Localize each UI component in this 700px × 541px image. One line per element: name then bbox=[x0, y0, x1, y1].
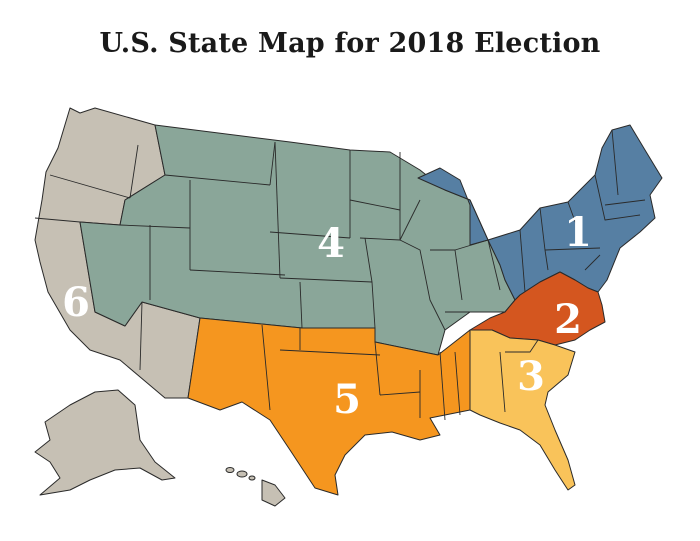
region-5-area[interactable] bbox=[187, 317, 471, 496]
region-1-area[interactable] bbox=[417, 124, 663, 301]
region-6-hawaii[interactable] bbox=[225, 467, 286, 507]
region-label-5: 5 bbox=[333, 376, 361, 423]
region-label-4: 4 bbox=[317, 220, 345, 267]
state-boundaries bbox=[34, 129, 646, 421]
region-label-6: 6 bbox=[62, 279, 90, 326]
region-label-2: 2 bbox=[554, 296, 582, 343]
region-6-alaska[interactable] bbox=[34, 389, 176, 496]
map-title: U.S. State Map for 2018 Election bbox=[99, 28, 601, 59]
region-label-3: 3 bbox=[517, 353, 545, 400]
region-3-area[interactable] bbox=[469, 329, 576, 491]
region-label-1: 1 bbox=[564, 209, 592, 256]
